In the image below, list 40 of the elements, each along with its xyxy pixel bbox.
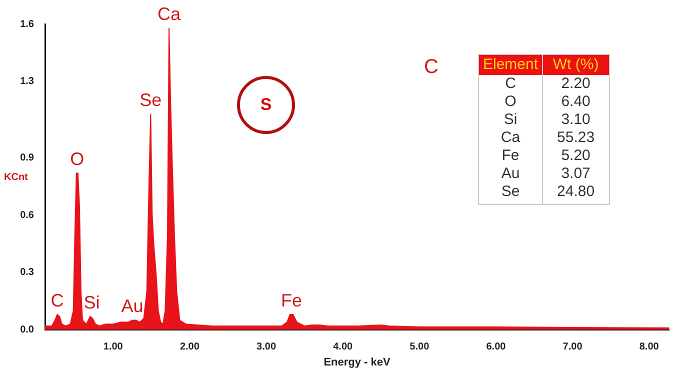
annotation: 24.80: [542, 183, 610, 204]
x-tick-label: 2.00: [180, 342, 200, 353]
annotation: O: [504, 93, 518, 111]
annotation: C: [504, 75, 517, 93]
y-tick-label: 0.6: [20, 210, 34, 221]
annotation: Au: [121, 296, 144, 316]
y-tick-label: 1.6: [20, 18, 34, 30]
x-tick-label: 7.00: [562, 342, 583, 353]
annotation: Si: [84, 292, 100, 312]
y-tick-label: 0.3: [20, 267, 34, 278]
x-tick-label: 3.00: [256, 342, 276, 353]
x-tick-label: 1.00: [103, 342, 124, 353]
annotation: Fe: [281, 290, 302, 310]
annotation: Se: [500, 183, 521, 202]
x-tick-label: 5.00: [410, 342, 430, 353]
annotation: O: [70, 149, 84, 170]
y-tick-label: 0.9: [20, 152, 34, 164]
annotation: Fe: [500, 147, 520, 165]
x-axis-title: Energy - keV: [324, 356, 391, 368]
annotation: 3.10: [542, 111, 610, 129]
annotation: C: [50, 290, 64, 310]
annotation: Se: [140, 90, 162, 110]
annotation: Si: [502, 111, 518, 129]
annotation: 55.23: [542, 129, 610, 147]
y-tick-label: 1.3: [20, 76, 34, 88]
x-tick-label: 8.00: [639, 342, 660, 353]
x-tick-label: 4.00: [333, 342, 354, 353]
annotation: Ca: [158, 4, 182, 24]
x-tick-label: 6.00: [486, 342, 506, 353]
annotation: 5.20: [542, 147, 610, 165]
annotation: Ca: [500, 129, 522, 147]
y-axis-title: KCnt: [4, 172, 28, 183]
annotation: 6.40: [542, 93, 610, 111]
annotation: 3.07: [542, 165, 610, 183]
annotation: Au: [500, 165, 521, 183]
y-tick-label: 0.0: [20, 324, 34, 336]
annotation: C: [424, 56, 438, 79]
circle-ornament: S: [237, 76, 295, 134]
annotation: Wt (%): [542, 54, 610, 75]
annotation: 2.20: [542, 75, 610, 93]
